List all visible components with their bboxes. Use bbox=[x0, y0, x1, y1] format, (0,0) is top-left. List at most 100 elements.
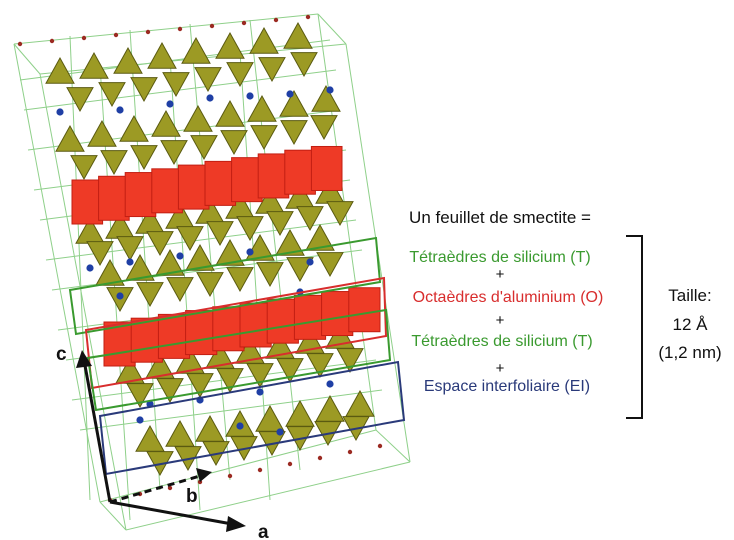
tetrahedron bbox=[220, 130, 248, 156]
cation-atom bbox=[116, 106, 124, 114]
tetrahedron bbox=[256, 262, 284, 288]
tetrahedral-layer-box-bottom bbox=[86, 308, 392, 412]
octahedron bbox=[130, 317, 163, 363]
tetrahedron bbox=[246, 363, 274, 389]
tetrahedron bbox=[156, 378, 184, 404]
octahedron bbox=[124, 172, 157, 218]
tetrahedron bbox=[151, 109, 181, 137]
tetrahedron bbox=[194, 67, 222, 93]
oxygen-atom bbox=[227, 473, 233, 479]
tetrahedron bbox=[315, 394, 345, 422]
tetrahedron bbox=[183, 104, 213, 132]
oxygen-atom bbox=[81, 35, 87, 41]
cell-edge bbox=[125, 461, 411, 531]
tetrahedron bbox=[176, 226, 204, 252]
b-axis-arrowhead bbox=[196, 468, 212, 482]
octahedra-layers bbox=[71, 145, 381, 367]
tetrahedron bbox=[130, 77, 158, 103]
oxygen-atom bbox=[49, 38, 55, 44]
cation-atom bbox=[326, 380, 334, 388]
c-axis-arrowhead bbox=[76, 350, 92, 368]
tetrahedron bbox=[305, 223, 335, 251]
tetrahedron bbox=[113, 46, 143, 74]
tetrahedron bbox=[250, 125, 278, 151]
cell-edge bbox=[39, 73, 127, 531]
tetrahedron bbox=[275, 228, 305, 256]
tetrahedron bbox=[116, 236, 144, 262]
tetrahedron bbox=[70, 155, 98, 181]
cation-atom bbox=[126, 258, 134, 266]
tetrahedron bbox=[155, 248, 185, 276]
oxygen-atom bbox=[287, 461, 293, 467]
octahedron bbox=[177, 164, 210, 210]
a-axis-label: a bbox=[258, 522, 269, 540]
cell-edge bbox=[13, 13, 319, 45]
tetrahedron bbox=[266, 211, 294, 237]
tetrahedron bbox=[215, 99, 245, 127]
sheet-title: Un feuillet de smectite = bbox=[409, 208, 591, 227]
cell-edge bbox=[249, 19, 301, 471]
oxygen-atom bbox=[377, 443, 383, 449]
tetrahedron bbox=[296, 206, 324, 232]
cell-edge bbox=[79, 389, 383, 431]
oxygen-atom bbox=[145, 29, 151, 35]
tetrahedron bbox=[165, 419, 195, 447]
tetrahedron bbox=[146, 231, 174, 257]
octahedron bbox=[310, 145, 343, 191]
legend: Un feuillet de smectite = Tétraèdres de … bbox=[409, 208, 722, 419]
tetrahedron bbox=[226, 267, 254, 293]
octahedron bbox=[321, 291, 354, 337]
octahedron bbox=[231, 157, 263, 203]
cation-atom bbox=[116, 292, 124, 300]
tetrahedron bbox=[160, 140, 188, 166]
tetrahedral-layer-box-top bbox=[68, 236, 382, 336]
oxygen-atom bbox=[257, 467, 263, 473]
tetrahedron bbox=[186, 373, 214, 399]
size-bracket bbox=[626, 235, 643, 419]
tetrahedron bbox=[216, 368, 244, 394]
cation-atom bbox=[246, 248, 254, 256]
tetrahedron bbox=[215, 238, 245, 266]
octahedron bbox=[157, 313, 191, 359]
atoms bbox=[17, 14, 383, 503]
octahedron bbox=[293, 294, 327, 340]
octahedron bbox=[284, 149, 316, 195]
tetrahedron bbox=[311, 84, 341, 112]
tetrahedron bbox=[119, 114, 149, 142]
tetrahedron bbox=[255, 404, 285, 432]
cation-atom bbox=[276, 428, 284, 436]
a-axis-line bbox=[109, 500, 233, 526]
tetrahedron bbox=[125, 253, 155, 281]
tetrahedron bbox=[249, 26, 279, 54]
oxygen-atom bbox=[177, 26, 183, 32]
tetrahedron bbox=[87, 119, 117, 147]
tetrahedron bbox=[290, 52, 318, 78]
tetrahedron bbox=[185, 243, 215, 271]
tetrahedron bbox=[135, 424, 165, 452]
cell-edge bbox=[129, 29, 161, 491]
size-angstrom: 12 Å bbox=[673, 315, 709, 334]
tetrahedron bbox=[95, 258, 125, 286]
octahedron bbox=[151, 168, 183, 214]
tetrahedron bbox=[280, 120, 308, 146]
tetrahedron bbox=[195, 414, 225, 442]
interlayer-space-box bbox=[98, 360, 406, 476]
cell-edge bbox=[99, 501, 127, 531]
cation-atom bbox=[206, 94, 214, 102]
cell-edge bbox=[317, 13, 347, 45]
tetrahedron bbox=[236, 216, 264, 242]
layer-label-interlayer: Espace interfoliaire (EI) bbox=[424, 378, 590, 395]
layer-label-octahedra: Octaèdres d'aluminium (O) bbox=[413, 289, 604, 306]
cation-atom bbox=[176, 252, 184, 260]
plus-sign-2: + bbox=[496, 312, 505, 329]
cation-atom bbox=[326, 86, 334, 94]
octahedron bbox=[257, 153, 290, 199]
octahedron bbox=[185, 310, 218, 356]
octahedron bbox=[239, 302, 272, 348]
oxygen-atom bbox=[209, 23, 215, 29]
layer-label-tetrahedra-top: Tétraèdres de silicium (T) bbox=[409, 249, 590, 266]
oxygen-atom bbox=[317, 455, 323, 461]
tetrahedron bbox=[285, 399, 315, 427]
cell-edge bbox=[69, 35, 91, 501]
